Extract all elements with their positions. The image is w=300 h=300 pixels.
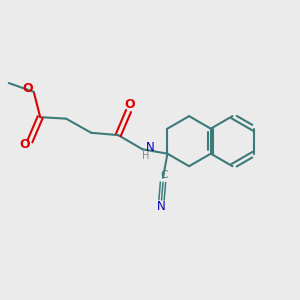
- Text: N: N: [157, 200, 166, 213]
- Text: O: O: [22, 82, 33, 95]
- Text: N: N: [146, 141, 155, 154]
- Text: O: O: [19, 138, 30, 151]
- Text: C: C: [161, 170, 168, 181]
- Text: O: O: [125, 98, 135, 111]
- Text: H: H: [142, 151, 150, 161]
